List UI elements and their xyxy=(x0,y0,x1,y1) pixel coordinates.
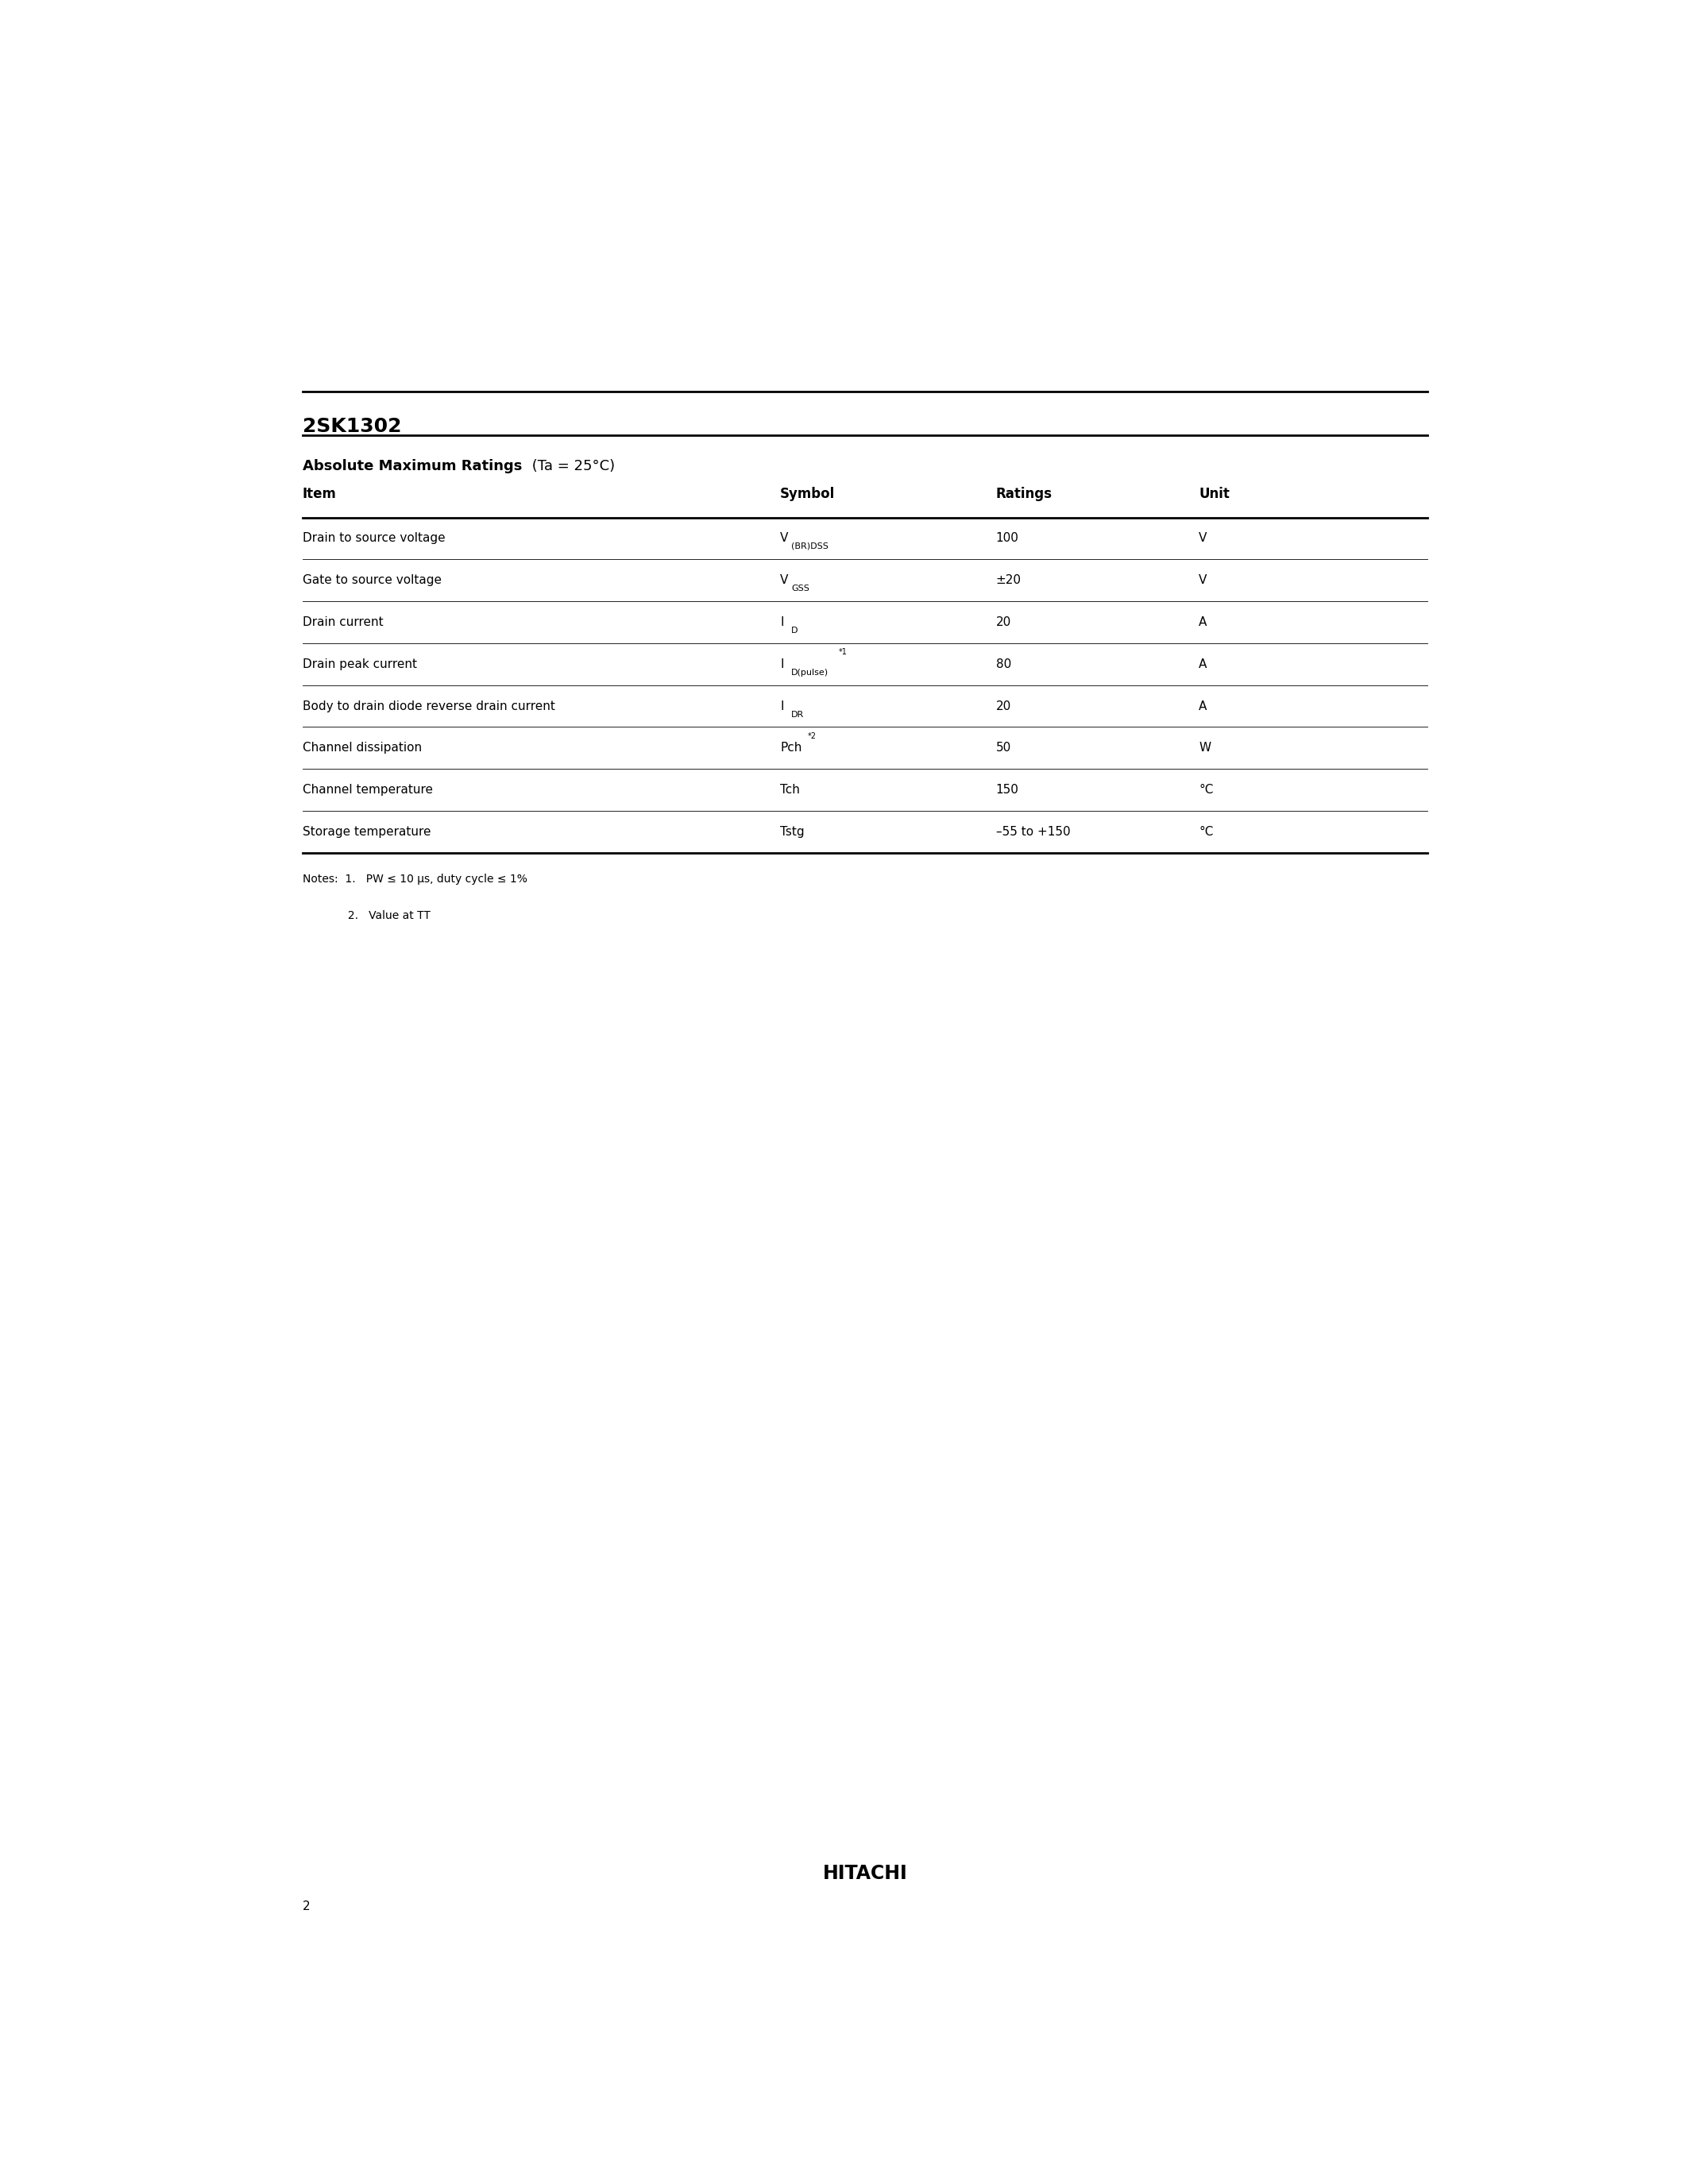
Text: Body to drain diode reverse drain current: Body to drain diode reverse drain curren… xyxy=(302,701,555,712)
Text: HITACHI: HITACHI xyxy=(822,1863,908,1883)
Text: *2: *2 xyxy=(807,732,815,740)
Text: Unit: Unit xyxy=(1198,487,1229,500)
Text: Absolute Maximum Ratings: Absolute Maximum Ratings xyxy=(302,459,522,474)
Text: Channel dissipation: Channel dissipation xyxy=(302,743,422,753)
Text: V: V xyxy=(1198,533,1207,544)
Text: (BR)DSS: (BR)DSS xyxy=(792,542,829,550)
Text: 80: 80 xyxy=(996,657,1011,670)
Text: Tch: Tch xyxy=(780,784,800,797)
Text: V: V xyxy=(780,574,788,585)
Text: (Ta = 25°C): (Ta = 25°C) xyxy=(528,459,614,474)
Text: ±20: ±20 xyxy=(996,574,1021,585)
Text: °C: °C xyxy=(1198,784,1214,797)
Text: V: V xyxy=(780,533,788,544)
Text: –55 to +150: –55 to +150 xyxy=(996,826,1070,839)
Text: V: V xyxy=(1198,574,1207,585)
Text: I: I xyxy=(780,616,783,629)
Text: Drain peak current: Drain peak current xyxy=(302,657,417,670)
Text: D: D xyxy=(792,627,798,633)
Text: 50: 50 xyxy=(996,743,1011,753)
Text: 20: 20 xyxy=(996,616,1011,629)
Text: Item: Item xyxy=(302,487,336,500)
Text: Storage temperature: Storage temperature xyxy=(302,826,430,839)
Text: 2: 2 xyxy=(302,1900,311,1913)
Text: 20: 20 xyxy=(996,701,1011,712)
Text: A: A xyxy=(1198,657,1207,670)
Text: Notes:  1.   PW ≤ 10 μs, duty cycle ≤ 1%: Notes: 1. PW ≤ 10 μs, duty cycle ≤ 1% xyxy=(302,874,527,885)
Text: Drain current: Drain current xyxy=(302,616,383,629)
Text: Gate to source voltage: Gate to source voltage xyxy=(302,574,442,585)
Text: *1: *1 xyxy=(839,649,847,655)
Text: GSS: GSS xyxy=(792,585,810,592)
Text: A: A xyxy=(1198,616,1207,629)
Text: DR: DR xyxy=(792,710,803,719)
Text: Symbol: Symbol xyxy=(780,487,836,500)
Text: 100: 100 xyxy=(996,533,1020,544)
Text: I: I xyxy=(780,701,783,712)
Text: Tstg: Tstg xyxy=(780,826,805,839)
Text: W: W xyxy=(1198,743,1210,753)
Text: D(pulse): D(pulse) xyxy=(792,668,829,677)
Text: I: I xyxy=(780,657,783,670)
Text: 2.   Value at TT: 2. Value at TT xyxy=(302,911,430,922)
Text: Drain to source voltage: Drain to source voltage xyxy=(302,533,446,544)
Text: Channel temperature: Channel temperature xyxy=(302,784,432,797)
Text: A: A xyxy=(1198,701,1207,712)
Text: Pch: Pch xyxy=(780,743,802,753)
Text: 150: 150 xyxy=(996,784,1020,797)
Text: 2SK1302: 2SK1302 xyxy=(302,417,402,437)
Text: Ratings: Ratings xyxy=(996,487,1052,500)
Text: °C: °C xyxy=(1198,826,1214,839)
